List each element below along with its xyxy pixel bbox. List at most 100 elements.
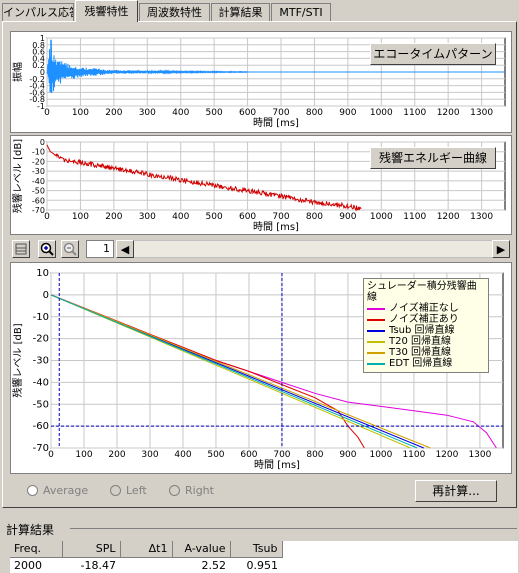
x-tick-label: 800 [306,108,323,118]
x-tick-label: 900 [339,450,356,460]
x-tick-label: 800 [306,450,323,460]
header-tsub[interactable]: Tsub [230,541,283,558]
tab-frequency-characteristics[interactable]: 周波数特性 [139,3,210,21]
echo-time-pattern-button[interactable]: エコータイムパターン [370,43,496,65]
x-tick-label: 500 [207,450,224,460]
radio-left-label: Left [126,484,147,497]
legend-item: EDT 回帰直線 [367,358,485,369]
y-tick-label: -0.4 [29,82,45,91]
cell-spl: -18.47 [62,557,120,573]
series-line [50,294,431,449]
legend-item: ノイズ補正なし [367,303,485,314]
radio-average[interactable]: Average [27,484,88,497]
zoom-in-icon[interactable] [38,240,56,258]
x-tick-label: 1300 [468,450,491,460]
x-tick-label: 100 [75,450,92,460]
y-tick-label: -50 [32,187,45,196]
tab-bar: インパルス応答 残響特性 周波数特性 計算結果 MTF/STI [0,0,519,22]
y-tick-label: 10 [36,268,49,279]
x-tick-label: 400 [172,108,189,118]
x-tick-label: 0 [44,212,50,222]
x-tick-label: 1000 [370,108,393,118]
y-tick-label: -10 [33,312,49,323]
y-tick-label: -20 [32,157,45,166]
y-tick-label: -40 [32,177,45,186]
tab-impulse-response[interactable]: インパルス応答 [2,3,74,21]
x-tick-label: 1300 [470,212,493,222]
x-tick-label: 1000 [369,450,392,460]
x-tick-label: 0 [44,108,50,118]
x-tick-label: 1200 [435,450,458,460]
y-tick-label: -50 [33,399,49,410]
scroll-right-button[interactable]: ▶ [492,240,510,258]
x-tick-label: 300 [141,450,158,460]
y-tick-label: -60 [33,421,49,432]
legend-swatch [367,362,385,365]
scroll-left-button[interactable]: ◀ [116,240,134,258]
x-tick-label: 100 [72,212,89,222]
tab-mtf-sti[interactable]: MTF/STI [271,3,331,21]
echo-waveform [46,43,248,94]
radio-left-circle [110,485,121,496]
x-tick-label: 800 [306,212,323,222]
x-tick-label: 600 [239,108,256,118]
echo-time-pattern-chart: 0 100 200 300 400 500 600 700 800 900 1000 1100 1200… [10,31,512,133]
decay-curve [46,144,362,212]
legend-swatch [367,318,385,321]
page-number-input[interactable]: 1 [86,240,114,258]
y-tick-label: -60 [32,196,45,205]
radio-right-circle [169,485,180,496]
tab-reverb-characteristics[interactable]: 残響特性 [75,0,138,22]
table-row[interactable]: 2000 -18.47 2.52 0.951 [10,557,282,573]
recalculate-button[interactable]: 再計算... [415,480,497,502]
tab-calc-results[interactable]: 計算結果 [211,3,270,21]
y-tick-label: 0 [40,138,45,147]
radio-right[interactable]: Right [169,484,214,497]
y-tick-label: -30 [32,167,45,176]
x-tick-label: 600 [240,450,257,460]
horizontal-scrollbar[interactable] [116,240,510,258]
x-tick-label: 400 [174,450,191,460]
x-tick-label: 900 [339,108,356,118]
header-freq[interactable]: Freq. [10,541,63,558]
y-axis-label: 残響レベル [dB] [11,139,24,213]
y-tick-label: 0.2 [32,61,45,70]
y-tick-label: 0.6 [32,48,45,57]
x-axis-label: 時間 [ms] [253,117,299,129]
legend-swatch [367,329,385,332]
legend-swatch [367,351,385,354]
x-tick-label: 700 [272,108,289,118]
x-tick-label: 400 [172,212,189,222]
x-tick-label: 1100 [402,450,425,460]
echo-chart-svg: 0 100 200 300 400 500 600 700 800 900 1000 1100 1200… [11,34,506,129]
y-tick-label: -40 [33,377,49,388]
x-tick-label: 300 [139,108,156,118]
x-tick-label: 700 [272,212,289,222]
x-tick-label: 1200 [437,108,460,118]
y-tick-label: -70 [32,206,45,215]
x-tick-label: 900 [339,212,356,222]
x-tick-label: 100 [72,108,89,118]
legend-label: Tsub 回帰直線 [389,325,455,336]
cell-freq: 2000 [10,557,62,573]
y-axis-label: 振幅 [11,62,24,82]
header-dt1[interactable]: Δt1 [120,541,173,558]
y-tick-label: 0 [43,290,49,301]
x-tick-label: 600 [239,212,256,222]
legend-items: ノイズ補正なし ノイズ補正あり Tsub 回帰直線 T20 回帰直線 T30 回帰直線 E… [367,303,485,369]
legend-label: ノイズ補正なし [389,303,459,314]
reverb-energy-curve-button[interactable]: 残響エネルギー曲線 [370,147,496,169]
y-tick-label: -10 [32,148,45,157]
arrow-left-icon: ◀ [120,242,130,256]
grid-toggle-icon[interactable] [12,240,30,258]
y-tick-label: 0.4 [32,54,45,63]
header-a-value[interactable]: A-value [172,541,231,558]
header-spl[interactable]: SPL [62,541,121,558]
legend-label: ノイズ補正あり [389,314,459,325]
x-tick-label: 500 [206,212,223,222]
x-tick-label: 1000 [370,212,393,222]
radio-left[interactable]: Left [110,484,147,497]
radio-right-label: Right [185,484,214,497]
legend-item: ノイズ補正あり [367,314,485,325]
zoom-out-icon[interactable] [61,240,79,258]
